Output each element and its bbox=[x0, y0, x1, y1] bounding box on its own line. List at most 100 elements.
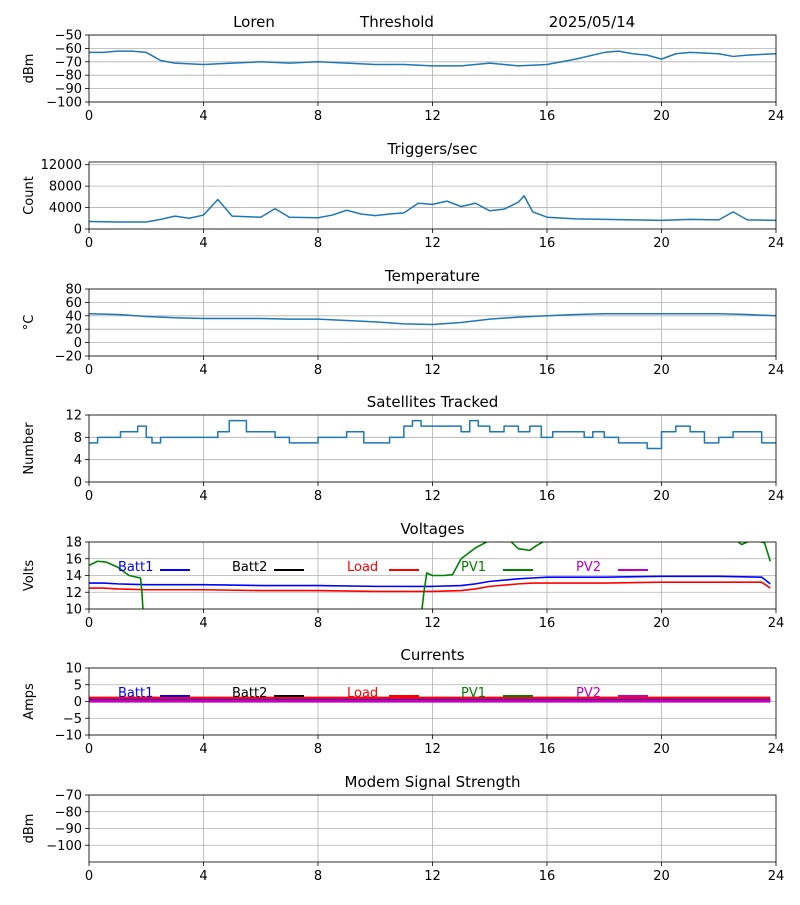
x-tick-label: 20 bbox=[653, 616, 670, 631]
x-tick-label: 16 bbox=[539, 869, 556, 884]
legend-label-load: Load bbox=[347, 560, 378, 575]
x-tick-label: 12 bbox=[424, 869, 441, 884]
y-axis-label: °C bbox=[22, 315, 37, 331]
series-group bbox=[89, 419, 776, 450]
y-tick-label: 5 bbox=[74, 678, 82, 693]
y-tick-label: 4 bbox=[74, 453, 82, 468]
y-tick-label: 14 bbox=[65, 569, 82, 584]
y-tick-label: 12 bbox=[65, 586, 82, 601]
x-tick-label: 20 bbox=[653, 363, 670, 378]
series-group bbox=[89, 542, 772, 609]
y-tick-label: 16 bbox=[65, 552, 82, 567]
x-tick-label: 0 bbox=[85, 869, 93, 884]
series-group bbox=[89, 696, 771, 703]
x-tick-label: 24 bbox=[768, 489, 785, 504]
y-axis-label: Count bbox=[22, 176, 37, 215]
y-tick-label: 40 bbox=[65, 309, 82, 324]
x-tick-label: 4 bbox=[199, 869, 207, 884]
x-tick-label: 4 bbox=[199, 616, 207, 631]
x-tick-label: 8 bbox=[314, 236, 322, 251]
x-tick-label: 8 bbox=[314, 109, 322, 124]
legend-label-batt1: Batt1 bbox=[118, 560, 153, 575]
series-group bbox=[89, 195, 776, 223]
x-tick-label: 8 bbox=[314, 363, 322, 378]
legend-label-batt1: Batt1 bbox=[118, 686, 153, 701]
x-tick-label: 8 bbox=[314, 742, 322, 757]
y-tick-label: 10 bbox=[65, 662, 82, 677]
subplot-0: 0 4 8 12 16 20 24 −100−90−80−70−60−50 dBm bbox=[22, 29, 784, 125]
legend-label-batt2: Batt2 bbox=[232, 686, 267, 701]
y-tick-label: −80 bbox=[55, 805, 82, 820]
x-tick-label: 24 bbox=[768, 869, 785, 884]
x-tick-label: 0 bbox=[85, 236, 93, 251]
y-tick-label: −70 bbox=[55, 789, 82, 804]
x-tick-label: 20 bbox=[653, 869, 670, 884]
y-axis-label: Volts bbox=[22, 560, 37, 592]
legend-label-pv2: PV2 bbox=[576, 686, 601, 701]
y-tick-label: −20 bbox=[55, 350, 82, 365]
legend-label-load: Load bbox=[347, 686, 378, 701]
y-tick-label: 80 bbox=[65, 283, 82, 298]
legend-label-pv1: PV1 bbox=[461, 560, 486, 575]
subplot-6: 0 4 8 12 16 20 24 −100 −90 −80−70 Modem Signal Str… bbox=[22, 773, 784, 884]
x-tick-label: 12 bbox=[424, 489, 441, 504]
series-line-0 bbox=[89, 195, 776, 223]
series-line-0 bbox=[89, 50, 776, 67]
x-tick-label: 8 bbox=[314, 869, 322, 884]
header-date: 2025/05/14 bbox=[549, 13, 635, 31]
y-tick-label: −70 bbox=[55, 55, 82, 70]
x-tick-label: 8 bbox=[314, 489, 322, 504]
series-group bbox=[89, 313, 776, 326]
y-tick-label: −50 bbox=[55, 29, 82, 44]
x-tick-label: 12 bbox=[424, 363, 441, 378]
x-tick-label: 16 bbox=[539, 363, 556, 378]
x-tick-label: 4 bbox=[199, 236, 207, 251]
y-tick-label: −90 bbox=[55, 822, 82, 837]
series-group bbox=[89, 50, 776, 67]
legend-label-batt2: Batt2 bbox=[232, 560, 267, 575]
x-tick-label: 0 bbox=[85, 742, 93, 757]
legend-label-pv2: PV2 bbox=[576, 560, 601, 575]
x-tick-label: 24 bbox=[768, 742, 785, 757]
y-axis-label: dBm bbox=[22, 814, 37, 844]
x-tick-label: 4 bbox=[199, 363, 207, 378]
subplot-title: Triggers/sec bbox=[387, 140, 478, 158]
y-tick-label: 10 bbox=[65, 603, 82, 618]
x-tick-label: 16 bbox=[539, 742, 556, 757]
y-axis-label: dBm bbox=[22, 54, 37, 84]
subplot-title: Modem Signal Strength bbox=[345, 773, 521, 791]
x-tick-label: 20 bbox=[653, 236, 670, 251]
y-tick-label: 4000 bbox=[49, 201, 82, 216]
x-tick-label: 20 bbox=[653, 489, 670, 504]
y-tick-label: 8000 bbox=[49, 180, 82, 195]
y-tick-label: 12 bbox=[65, 409, 82, 424]
x-tick-label: 16 bbox=[539, 236, 556, 251]
series-line-pv1 bbox=[736, 542, 772, 562]
x-tick-label: 0 bbox=[85, 363, 93, 378]
x-tick-label: 12 bbox=[424, 742, 441, 757]
x-tick-label: 0 bbox=[85, 489, 93, 504]
x-tick-label: 16 bbox=[539, 109, 556, 124]
x-tick-label: 12 bbox=[424, 109, 441, 124]
x-tick-label: 4 bbox=[199, 109, 207, 124]
x-tick-label: 12 bbox=[424, 616, 441, 631]
subplot-title: Temperature bbox=[384, 267, 480, 285]
x-tick-label: 12 bbox=[424, 236, 441, 251]
x-tick-label: 0 bbox=[85, 616, 93, 631]
subplot-1: 0 4 8 12 16 20 24 0 4000 8000 12000 Triggers/sec Cou… bbox=[22, 140, 784, 251]
series-line-0 bbox=[89, 313, 776, 326]
subplot-title: Currents bbox=[400, 646, 464, 664]
y-tick-label: 0 bbox=[74, 695, 82, 710]
y-tick-label: 12000 bbox=[41, 158, 82, 173]
x-tick-label: 24 bbox=[768, 236, 785, 251]
y-tick-label: 18 bbox=[65, 536, 82, 551]
header-station: Loren bbox=[233, 13, 275, 31]
x-tick-label: 20 bbox=[653, 742, 670, 757]
series-line-batt1 bbox=[89, 575, 771, 588]
x-tick-label: 16 bbox=[539, 489, 556, 504]
x-tick-label: 8 bbox=[314, 616, 322, 631]
